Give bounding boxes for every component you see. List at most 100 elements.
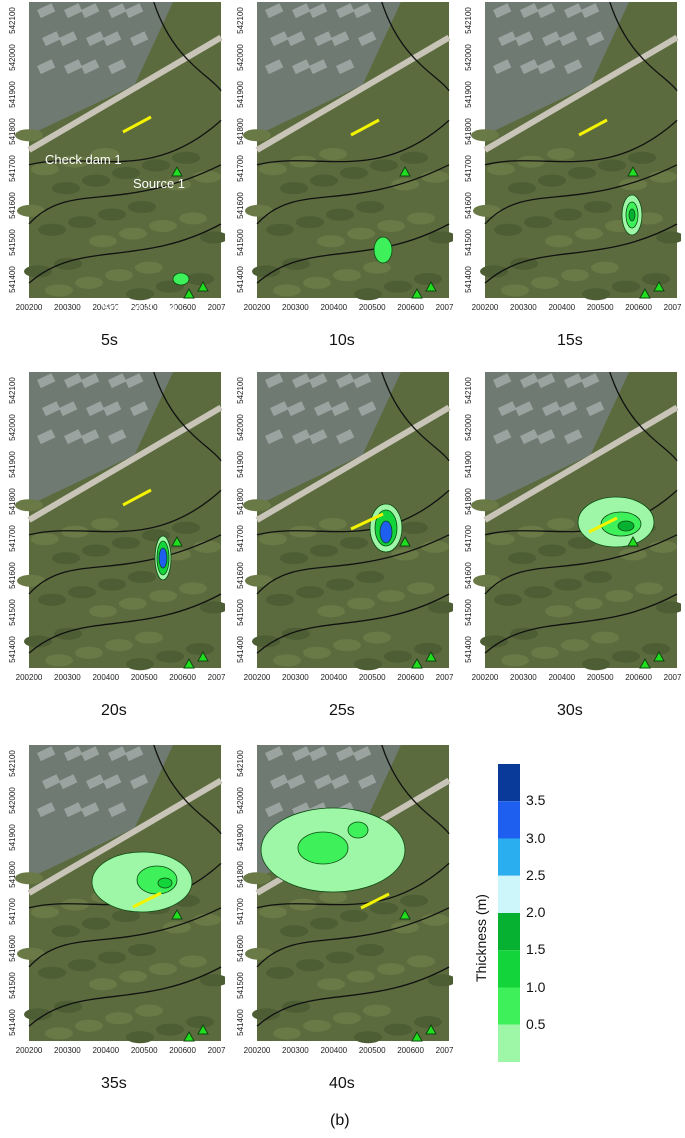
contour-line [484, 223, 678, 284]
building [537, 373, 556, 389]
vegetation-patch [508, 182, 536, 195]
building [64, 373, 83, 389]
vegetation-patch [82, 174, 110, 187]
vegetation-patch [356, 201, 384, 213]
vegetation-patch [126, 288, 154, 301]
vegetation-patch [243, 872, 271, 885]
building [537, 3, 556, 19]
building [564, 59, 583, 75]
building [108, 802, 127, 818]
vegetation-patch [61, 525, 89, 538]
source-marker-icon [627, 535, 639, 547]
y-tick-label: 541900 [464, 451, 473, 478]
building [86, 31, 105, 47]
vegetation-patch [75, 1019, 103, 1032]
building [314, 401, 333, 417]
building [59, 774, 78, 790]
source-marker-icon [639, 657, 651, 669]
vegetation-patch [119, 227, 147, 240]
vegetation-patch [105, 269, 133, 282]
source-marker-icon [197, 1023, 209, 1035]
building [520, 373, 539, 389]
vegetation-patch [172, 521, 200, 534]
vegetation-patch [24, 635, 52, 648]
y-tick-label: 541900 [236, 81, 245, 108]
building [358, 774, 377, 790]
building [36, 429, 56, 445]
vegetation-patch [135, 631, 163, 644]
vegetation-patch [310, 174, 338, 187]
y-tick-label: 542100 [236, 7, 245, 34]
building [336, 59, 355, 75]
vegetation-patch [186, 643, 214, 655]
map-panel-30s: 541400 541500 541600 541700 541800 541900 5420… [461, 372, 681, 732]
y-tick-label: 541500 [236, 229, 245, 256]
vegetation-patch [186, 1016, 214, 1028]
vegetation-patch [68, 959, 96, 972]
vegetation-patch [545, 235, 573, 248]
y-tick-label: 541700 [8, 898, 17, 925]
y-tick-label: 542000 [464, 414, 473, 441]
vegetation-patch [179, 955, 207, 968]
source-marker-icon [183, 657, 195, 669]
vegetation-patch [619, 548, 647, 561]
building [292, 429, 311, 445]
vegetation-patch [656, 601, 681, 614]
building [41, 774, 61, 790]
vegetation-patch [642, 273, 670, 285]
contour-line [153, 2, 222, 92]
vegetation-patch [163, 178, 191, 191]
debris-flow-plume [158, 547, 168, 569]
vegetation-patch [45, 284, 73, 297]
building [265, 59, 284, 75]
vegetation-patch [252, 635, 280, 648]
x-tick-label: 200200 [244, 1046, 271, 1055]
y-tick-label: 541600 [464, 562, 473, 589]
x-tick-label: 200200 [244, 673, 271, 682]
vegetation-patch [531, 646, 559, 659]
map-image: 541400 541500 541600 541700 541800 541900 5420… [236, 745, 453, 1055]
building [81, 3, 100, 19]
legend-swatch [498, 1024, 520, 1062]
vegetation-patch [105, 1012, 133, 1025]
building [336, 373, 355, 389]
y-tick-label: 541800 [8, 118, 17, 145]
vegetation-patch [280, 182, 308, 195]
source-marker-icon [171, 908, 183, 920]
building [309, 59, 328, 75]
vegetation-patch [377, 590, 405, 602]
building [353, 3, 372, 19]
vegetation-patch [517, 155, 545, 168]
y-tick-label: 541700 [464, 155, 473, 182]
y-tick-label: 542000 [8, 44, 17, 71]
building [64, 429, 83, 445]
y-tick-label: 541900 [236, 451, 245, 478]
building [314, 774, 333, 790]
debris-flow-plume [379, 520, 393, 544]
source-marker-icon [171, 165, 183, 177]
building [265, 429, 284, 445]
building [336, 746, 355, 762]
vegetation-patch [391, 921, 419, 934]
x-tick-label: 200400 [548, 673, 575, 682]
vegetation-patch [317, 978, 345, 991]
building [493, 3, 512, 19]
vegetation-patch [347, 227, 375, 240]
building [542, 401, 561, 417]
y-tick-label: 541400 [464, 266, 473, 293]
building [353, 746, 372, 762]
y-tick-label: 542000 [8, 414, 17, 441]
x-tick-label: 200200 [472, 303, 499, 312]
building [41, 401, 61, 417]
vegetation-patch [494, 593, 522, 606]
vegetation-patch [649, 170, 677, 183]
vegetation-patch [591, 261, 619, 274]
vegetation-patch [156, 650, 184, 663]
source-marker-icon [639, 287, 651, 299]
building [581, 373, 600, 389]
building [353, 373, 372, 389]
vegetation-patch [128, 201, 156, 213]
vegetation-patch [126, 1031, 154, 1044]
vegetation-patch [354, 288, 382, 301]
